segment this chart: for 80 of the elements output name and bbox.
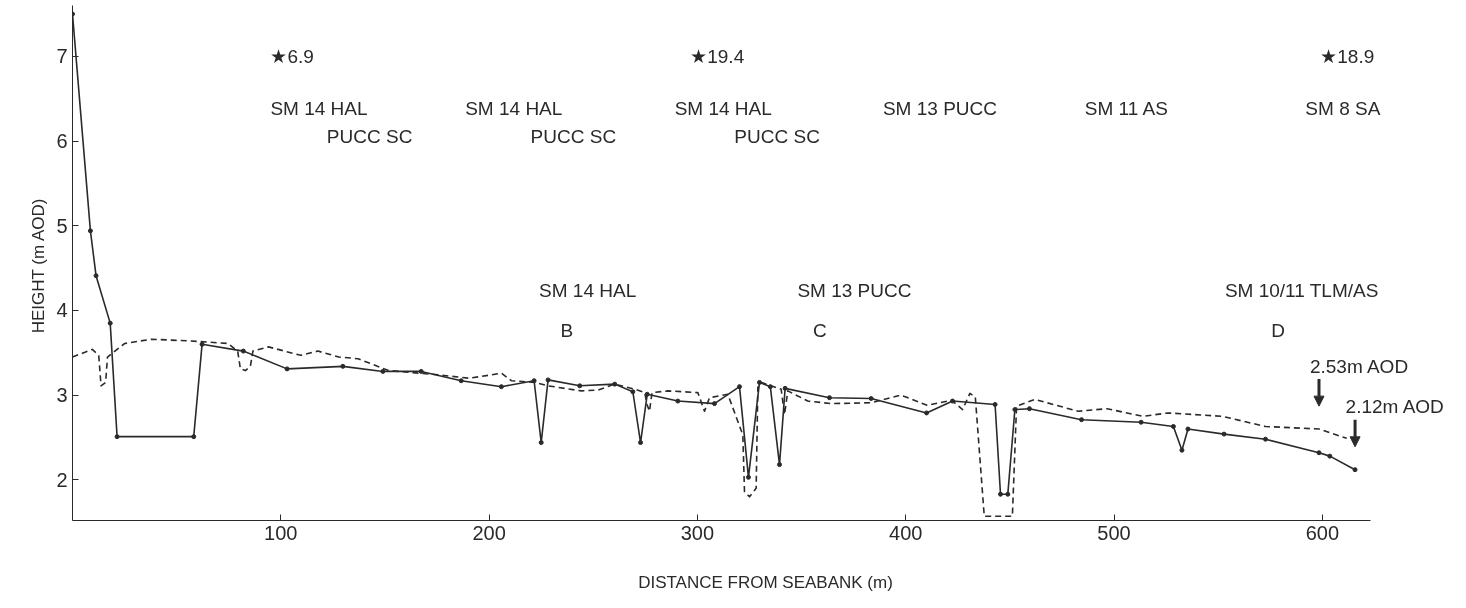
- point: [638, 440, 644, 446]
- point: [340, 363, 346, 369]
- point: [757, 379, 762, 385]
- point: [1316, 450, 1322, 456]
- point: [545, 377, 551, 383]
- point: [1170, 423, 1176, 429]
- point: [114, 434, 120, 440]
- point: [745, 474, 751, 480]
- point: [868, 396, 874, 402]
- point: [826, 395, 832, 401]
- annotation: SM 14 HAL: [270, 98, 368, 120]
- point: [612, 381, 618, 387]
- point: [1327, 453, 1333, 459]
- point: [1221, 431, 1227, 437]
- point: [380, 368, 386, 374]
- point: [577, 383, 583, 389]
- point: [284, 366, 290, 372]
- annotation: SM 10/11 TLM/AS: [1224, 280, 1379, 302]
- point: [776, 462, 782, 468]
- point: [1138, 419, 1144, 425]
- point: [1079, 417, 1085, 423]
- y-tick-label: 7: [56, 45, 68, 68]
- point: [782, 385, 788, 391]
- x-tick-label: 500: [1097, 521, 1131, 544]
- point: [458, 378, 464, 384]
- y-tick-label: 2: [56, 468, 68, 491]
- point: [644, 391, 650, 397]
- annotation: ★6.9: [270, 45, 314, 67]
- annotation: ★18.9: [1320, 45, 1375, 67]
- point: [240, 348, 246, 354]
- point: [998, 491, 1004, 497]
- point: [107, 320, 113, 326]
- x-tick-label: 400: [889, 521, 923, 544]
- annotation: SM 8 SA: [1305, 98, 1381, 120]
- point: [1005, 491, 1011, 497]
- annotation: SM 13 PUCC: [882, 98, 997, 120]
- x-tick-label: 100: [264, 521, 298, 544]
- x-tick-label: 600: [1305, 521, 1340, 544]
- x-axis-title: DISTANCE FROM SEABANK (m): [638, 572, 893, 592]
- point: [498, 384, 504, 390]
- annotation: 2.12m AOD: [1345, 396, 1444, 418]
- point: [191, 434, 197, 440]
- annotation: SM 14 HAL: [465, 98, 563, 120]
- point: [1179, 447, 1185, 453]
- point: [1026, 406, 1032, 412]
- point: [992, 401, 998, 407]
- x-tick-label: 300: [680, 521, 715, 544]
- y-tick-label: 4: [56, 299, 68, 322]
- y-axis-title: HEIGHT (m AOD): [29, 198, 49, 334]
- annotation: PUCC SC: [530, 126, 617, 148]
- annotation: SM 11 AS: [1084, 98, 1168, 120]
- annotation: B: [560, 320, 574, 342]
- annotation: SM 14 HAL: [539, 280, 637, 302]
- y-tick-label: 5: [56, 214, 68, 237]
- annotation: PUCC SC: [734, 126, 820, 148]
- point: [630, 389, 636, 395]
- point: [1185, 426, 1191, 432]
- point: [712, 401, 717, 407]
- y-tick-label: 3: [56, 384, 68, 407]
- annotation: SM 13 PUCC: [797, 280, 912, 302]
- point: [87, 228, 93, 234]
- x-tick-label: 200: [472, 521, 506, 544]
- point: [1352, 467, 1358, 473]
- annotation: PUCC SC: [326, 126, 413, 148]
- point: [924, 410, 930, 416]
- annotation: 2.53m AOD: [1309, 355, 1409, 377]
- y-tick-label: 6: [56, 130, 68, 153]
- point: [1262, 436, 1268, 442]
- point: [538, 440, 544, 446]
- point: [199, 341, 205, 347]
- point: [1012, 407, 1018, 413]
- point: [418, 368, 424, 374]
- point: [93, 273, 99, 279]
- point: [675, 398, 681, 404]
- annotation: C: [812, 320, 827, 342]
- annotation: SM 14 HAL: [674, 98, 772, 120]
- point: [531, 378, 537, 384]
- annotation: D: [1271, 320, 1285, 342]
- point: [737, 384, 742, 390]
- annotation: ★19.4: [690, 45, 745, 67]
